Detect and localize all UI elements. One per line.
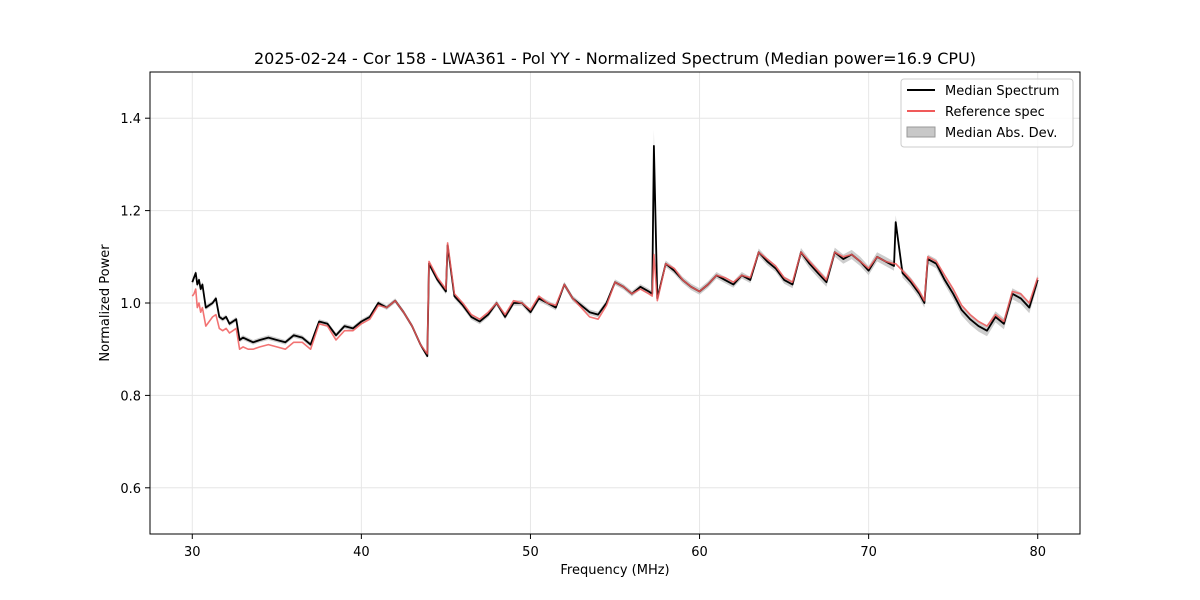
x-tick-label: 60	[691, 545, 708, 560]
y-axis-label: Normalized Power	[98, 244, 113, 362]
x-tick-label: 30	[184, 545, 201, 560]
legend-mad-label: Median Abs. Dev.	[945, 126, 1057, 141]
x-tick-label: 40	[353, 545, 370, 560]
y-tick-label: 1.4	[120, 112, 141, 127]
y-tick-label: 0.8	[120, 389, 141, 404]
x-axis-label: Frequency (MHz)	[560, 563, 669, 578]
legend-frame	[900, 78, 1074, 148]
x-tick-label: 70	[860, 545, 877, 560]
y-tick-label: 1.0	[120, 297, 141, 312]
x-tick-label: 80	[1029, 545, 1046, 560]
legend-median-label: Median Spectrum	[945, 84, 1059, 99]
legend: Median Spectrum Reference spec Median Ab…	[900, 78, 1074, 148]
y-tick-label: 1.2	[120, 205, 141, 220]
x-tick-label: 50	[522, 545, 539, 560]
chart-title: 2025-02-24 - Cor 158 - LWA361 - Pol YY -…	[254, 49, 976, 68]
axis-ticks: 30 40 50 60 70 80 0.6 0.8 1.0 1.2 1.4	[120, 112, 1046, 560]
y-tick-label: 0.6	[120, 482, 141, 497]
plot-area	[191, 129, 1039, 359]
reference-spectrum-line	[191, 242, 1039, 355]
legend-mad-swatch	[906, 126, 936, 138]
legend-reference-label: Reference spec	[945, 105, 1045, 120]
